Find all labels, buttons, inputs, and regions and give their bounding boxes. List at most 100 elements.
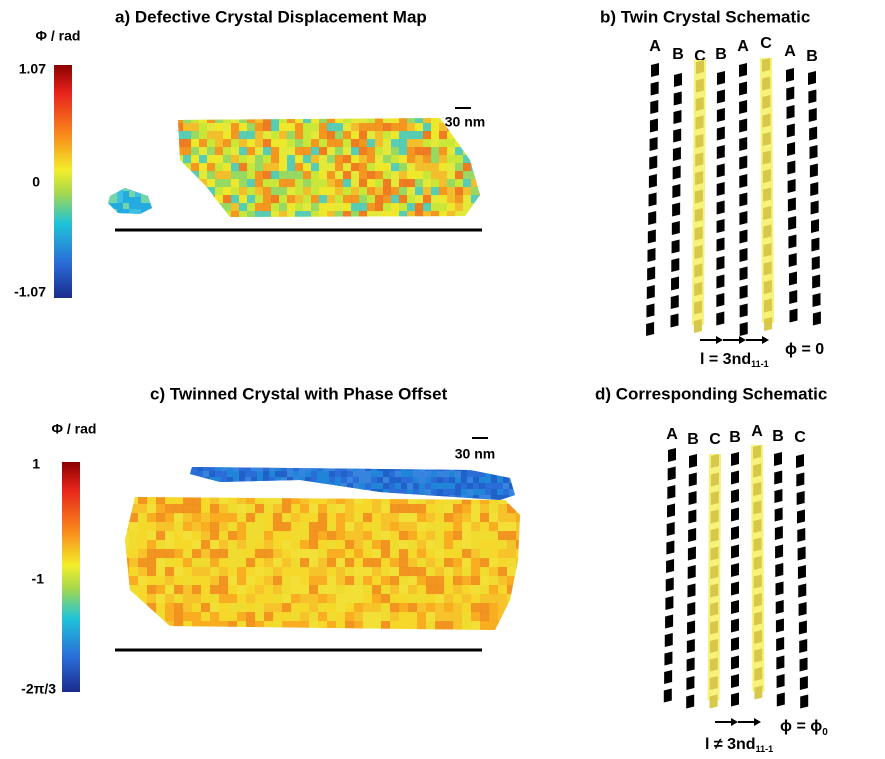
map-cell — [471, 179, 480, 188]
map-cell — [449, 465, 456, 472]
map-cell — [516, 522, 526, 532]
map-cell — [129, 630, 139, 640]
map-cell — [300, 567, 310, 577]
map-cell — [199, 203, 208, 212]
map-cell — [413, 471, 420, 478]
map-cell — [503, 489, 510, 496]
map-cell — [327, 115, 336, 124]
map-cell — [233, 471, 240, 478]
map-cell — [399, 115, 408, 124]
map-cell — [336, 540, 346, 550]
map-cell — [498, 630, 508, 640]
map-cell — [215, 219, 224, 228]
map-cell — [199, 211, 208, 220]
map-cell — [129, 531, 139, 541]
map-cell — [417, 549, 427, 559]
map-cell — [300, 594, 310, 604]
map-cell — [264, 576, 274, 586]
panel-b: b) Twin Crystal Schematic l = 3nd11-1 ϕ … — [600, 7, 824, 369]
map-cell — [408, 540, 418, 550]
map-cell — [343, 115, 352, 124]
map-cell — [303, 179, 312, 188]
atom-layer — [797, 491, 805, 505]
map-cell — [389, 477, 396, 484]
map-cell — [271, 219, 280, 228]
map-cell — [389, 471, 396, 478]
map-cell — [247, 187, 256, 196]
map-cell — [391, 211, 400, 220]
map-cell — [135, 197, 142, 204]
map-cell — [192, 585, 202, 595]
map-cell — [471, 630, 481, 640]
map-cell — [237, 612, 247, 622]
map-cell — [282, 630, 292, 640]
map-cell — [295, 139, 304, 148]
map-cell — [309, 612, 319, 622]
map-cell — [210, 522, 220, 532]
map-cell — [210, 603, 220, 613]
map-cell — [372, 540, 382, 550]
arrow-head — [762, 336, 769, 344]
map-cell — [309, 513, 319, 523]
map-cell — [399, 203, 408, 212]
map-cell — [375, 139, 384, 148]
map-cell — [199, 219, 208, 228]
map-cell — [147, 209, 154, 216]
map-cell — [455, 203, 464, 212]
map-cell — [463, 139, 472, 148]
map-cell — [303, 219, 312, 228]
map-cell — [462, 540, 472, 550]
map-cell — [228, 558, 238, 568]
map-cell — [237, 504, 247, 514]
map-cell — [423, 139, 432, 148]
map-cell — [375, 171, 384, 180]
atom-layer — [717, 127, 725, 141]
map-cell — [201, 630, 211, 640]
map-cell — [455, 147, 464, 156]
map-cell — [390, 513, 400, 523]
map-cell — [282, 522, 292, 532]
map-cell — [431, 465, 438, 472]
map-cell — [480, 504, 490, 514]
map-cell — [147, 549, 157, 559]
map-cell — [309, 576, 319, 586]
map-cell — [417, 594, 427, 604]
panel-a: a) Defective Crystal Displacement Map Φ … — [14, 7, 487, 299]
phase-label: ϕ = ϕ0 — [780, 718, 828, 737]
map-cell — [105, 215, 112, 222]
map-cell — [223, 219, 232, 228]
map-cell — [318, 585, 328, 595]
map-cell — [192, 576, 202, 586]
map-cell — [471, 195, 480, 204]
map-cell — [219, 594, 229, 604]
map-cell — [207, 219, 216, 228]
map-cell — [147, 522, 157, 532]
map-cell — [345, 594, 355, 604]
map-cell — [138, 567, 148, 577]
map-cell — [219, 522, 229, 532]
map-cell — [255, 211, 264, 220]
atom-layer — [686, 695, 694, 709]
map-cell — [485, 483, 492, 490]
map-cell — [372, 612, 382, 622]
colorbar — [62, 462, 80, 692]
map-cell — [269, 471, 276, 478]
atom-layer — [711, 454, 719, 468]
map-cell — [183, 203, 192, 212]
map-cell — [120, 594, 130, 604]
map-cell — [318, 630, 328, 640]
map-cell — [183, 147, 192, 156]
map-cell — [138, 504, 148, 514]
map-cell — [141, 215, 148, 222]
map-cell — [391, 131, 400, 140]
map-cell — [363, 540, 373, 550]
map-cell — [447, 147, 456, 156]
map-cell — [237, 540, 247, 550]
map-cell — [408, 495, 418, 505]
map-cell — [343, 219, 352, 228]
colorbar-label: Φ / rad — [52, 421, 97, 437]
map-cell — [246, 558, 256, 568]
map-cell — [273, 540, 283, 550]
map-cell — [439, 219, 448, 228]
map-cell — [215, 195, 224, 204]
